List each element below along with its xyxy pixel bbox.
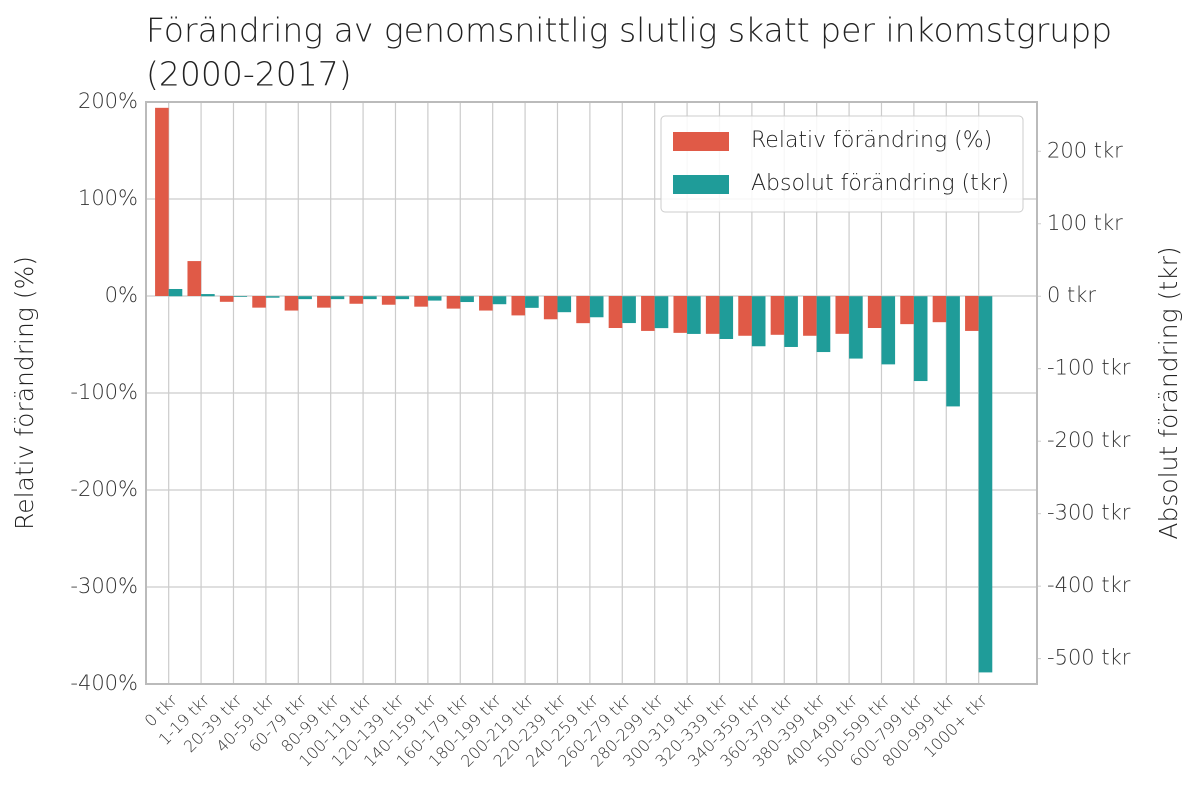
bar (233, 296, 248, 297)
bar (816, 296, 831, 353)
bar (265, 296, 280, 298)
bar (784, 296, 798, 347)
bar (589, 296, 604, 318)
y2-tick-label: 100 tkr (1047, 211, 1123, 235)
bar (913, 296, 928, 382)
bar (881, 296, 896, 365)
bar (835, 296, 850, 334)
legend-swatch (673, 132, 729, 151)
bar (330, 296, 345, 300)
bar (543, 296, 558, 320)
bar (414, 296, 428, 307)
bar (654, 296, 669, 329)
bar (900, 296, 914, 325)
bar (446, 296, 461, 309)
bar (608, 296, 623, 329)
chart-title: (2000-2017) (146, 55, 352, 94)
legend-label: Relativ förändring (%) (751, 128, 992, 153)
legend-box (660, 115, 1024, 213)
y2-tick-label: 0 tkr (1047, 283, 1096, 307)
bar (932, 296, 947, 323)
bar (641, 296, 655, 331)
bar (201, 294, 215, 297)
y-tick-label: 100% (78, 186, 138, 210)
bar (363, 296, 377, 300)
bar (867, 296, 882, 329)
chart-title: Förändring av genomsnittlig slutlig skat… (146, 11, 1112, 50)
y-tick-label: -300% (70, 574, 138, 598)
bar (349, 296, 364, 304)
bar (525, 296, 539, 308)
y-tick-label: -200% (70, 477, 138, 501)
bar (557, 296, 572, 313)
bar (673, 296, 688, 333)
bar (770, 296, 785, 335)
bar (460, 296, 474, 303)
bar (155, 107, 169, 296)
legend-swatch (673, 175, 729, 194)
bar (751, 296, 766, 347)
bar (946, 296, 960, 407)
y2-tick-label: -400 tkr (1047, 573, 1131, 597)
bar (719, 296, 734, 340)
bar (687, 296, 701, 334)
legend-label: Absolut förändring (tkr) (751, 171, 1009, 196)
bar (427, 296, 442, 301)
bar (705, 296, 720, 334)
bar (849, 296, 863, 359)
y2-tick-label: -300 tkr (1047, 501, 1131, 525)
bar (395, 296, 410, 300)
bar (187, 261, 202, 296)
y2-tick-label: 200 tkr (1047, 138, 1123, 162)
y-tick-label: 200% (78, 89, 138, 113)
plot-frame (145, 101, 1038, 685)
y-tick-label: -100% (70, 380, 138, 404)
bar (381, 296, 396, 305)
bar (252, 296, 266, 308)
bar (479, 296, 493, 311)
bar (219, 296, 234, 302)
bar (622, 296, 636, 324)
bar (576, 296, 590, 324)
bar (284, 296, 299, 311)
bar (298, 296, 312, 300)
bar (317, 296, 331, 308)
y-tick-label: -400% (70, 671, 138, 695)
bar (492, 296, 507, 305)
y-axis-label: Relativ förändring (%) (10, 256, 39, 530)
bar (168, 288, 183, 297)
y2-axis-label: Absolut förändring (tkr) (1154, 246, 1183, 539)
y2-tick-label: -100 tkr (1047, 356, 1131, 380)
bar (738, 296, 752, 336)
y2-tick-label: -500 tkr (1047, 646, 1131, 670)
y2-tick-label: -200 tkr (1047, 428, 1131, 452)
bar (511, 296, 526, 316)
y-tick-label: 0% (105, 283, 138, 307)
bar (978, 296, 993, 673)
bar (803, 296, 817, 336)
bar (965, 296, 979, 331)
